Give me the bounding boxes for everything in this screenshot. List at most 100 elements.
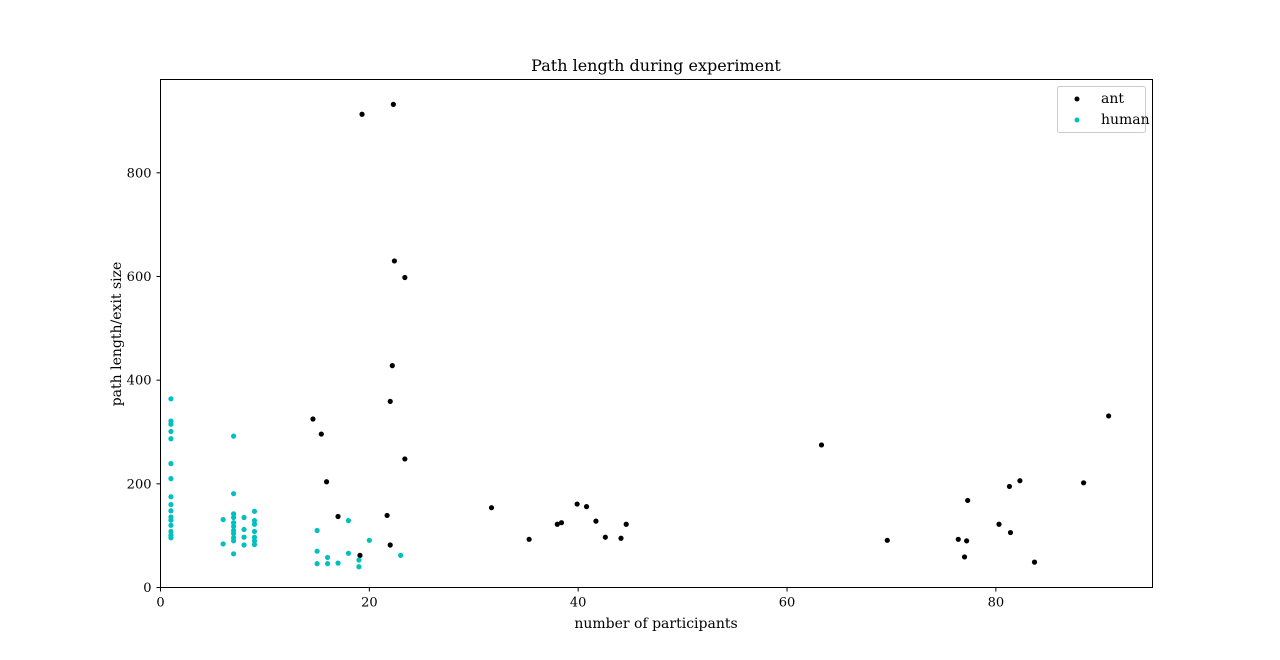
human-point — [241, 514, 247, 521]
ant-point — [1007, 529, 1014, 536]
series-ant — [310, 101, 1112, 565]
human-point — [230, 551, 237, 557]
ant-point — [318, 431, 324, 437]
x-tick-label: 80 — [988, 596, 1005, 611]
x-axis-label: number of participants — [574, 616, 737, 632]
ant-point — [965, 497, 971, 504]
x-tick-label: 0 — [156, 596, 164, 611]
human-point — [335, 560, 341, 566]
human-point — [241, 526, 247, 533]
human-point — [230, 520, 237, 526]
human-point — [366, 537, 372, 543]
human-point — [324, 561, 331, 567]
legend-label-human: human — [1101, 112, 1150, 128]
chart-title: Path length during experiment — [531, 56, 781, 75]
human-point — [314, 548, 320, 554]
y-tick-label: 0 — [143, 581, 151, 596]
human-point — [345, 550, 352, 556]
human-point — [230, 511, 237, 517]
ant-point — [884, 537, 890, 543]
human-point — [251, 538, 258, 544]
human-point — [168, 421, 174, 427]
human-point — [241, 534, 247, 540]
human-point — [168, 428, 174, 435]
human-point — [230, 491, 237, 497]
plot-frame — [160, 79, 1153, 588]
ant-point — [402, 274, 408, 281]
legend-marker-human — [1074, 117, 1080, 123]
ant-point — [583, 504, 590, 510]
human-point — [220, 541, 226, 547]
x-axis: 0 20 40 60 80 — [156, 587, 1005, 611]
ant-point — [996, 521, 1002, 527]
human-point — [168, 436, 174, 442]
plot-area: 0 20 40 60 80 0 200 400 600 800 — [127, 79, 1153, 611]
ant-point — [389, 363, 395, 369]
ant-point — [1006, 483, 1013, 490]
legend-label-ant: ant — [1101, 91, 1124, 107]
human-point — [168, 522, 174, 528]
human-point — [168, 508, 174, 514]
ant-point — [1017, 478, 1023, 484]
legend-box — [1057, 86, 1146, 133]
x-tick-label: 20 — [361, 596, 378, 611]
y-axis-label: path length/exit size — [109, 262, 125, 407]
human-point — [168, 396, 174, 402]
human-point — [398, 552, 404, 558]
ant-point — [359, 111, 365, 117]
ant-point — [391, 258, 398, 264]
ant-point — [554, 521, 560, 527]
human-point — [251, 528, 258, 535]
human-point — [168, 535, 174, 541]
human-point — [168, 517, 174, 523]
series-human — [168, 396, 404, 570]
x-tick-label: 60 — [779, 596, 796, 611]
human-point — [230, 530, 237, 537]
ant-point — [1031, 559, 1038, 565]
ant-point — [964, 538, 970, 544]
data-points — [168, 101, 1112, 570]
ant-point — [623, 521, 629, 527]
ant-point — [618, 535, 624, 541]
human-point — [230, 538, 237, 544]
ant-point — [602, 534, 608, 540]
human-point — [230, 523, 237, 529]
ant-point — [390, 101, 396, 107]
human-point — [251, 518, 258, 524]
legend: ant human — [1057, 86, 1150, 133]
human-point — [230, 514, 237, 521]
ant-point — [402, 456, 408, 462]
legend-marker-ant — [1074, 96, 1080, 102]
y-tick-label: 800 — [127, 166, 152, 181]
ant-point — [323, 479, 330, 485]
human-point — [220, 516, 226, 523]
y-tick-label: 400 — [127, 374, 152, 389]
human-point — [314, 527, 320, 534]
human-point — [168, 528, 174, 535]
human-point — [168, 461, 174, 467]
human-point — [230, 433, 237, 439]
human-point — [168, 476, 174, 482]
y-tick-label: 600 — [127, 270, 152, 285]
ant-point — [574, 501, 580, 507]
human-point — [168, 494, 174, 500]
human-point — [345, 518, 352, 524]
ant-point — [310, 416, 316, 422]
ant-point — [387, 542, 393, 548]
y-axis: 0 200 400 600 800 — [127, 166, 161, 596]
x-tick-label: 40 — [570, 596, 587, 611]
human-point — [356, 564, 362, 570]
human-point — [356, 557, 362, 563]
ant-point — [387, 398, 393, 405]
human-point — [251, 541, 258, 548]
ant-point — [593, 518, 599, 524]
human-point — [251, 534, 258, 540]
ant-point — [357, 552, 363, 558]
ant-point — [488, 505, 495, 511]
ant-point — [384, 512, 390, 519]
human-point — [324, 554, 331, 561]
ant-point — [558, 520, 565, 526]
human-point — [251, 521, 258, 527]
ant-point — [1106, 413, 1112, 419]
